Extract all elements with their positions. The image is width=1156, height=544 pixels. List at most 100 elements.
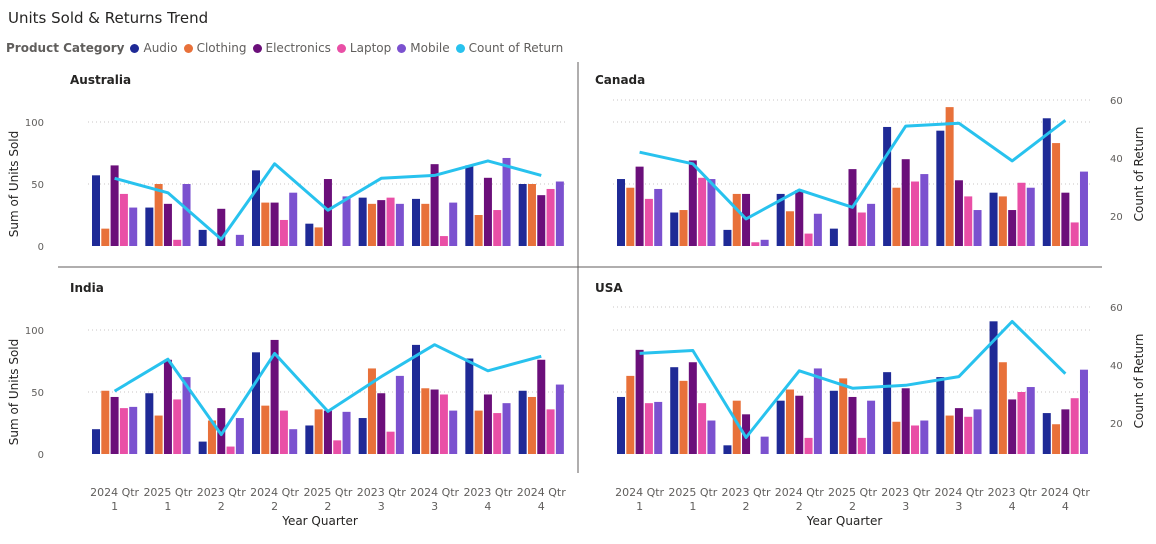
bar-mobile-8: [1027, 387, 1035, 454]
bar-laptop-2: [698, 178, 706, 246]
bar-laptop-8: [493, 413, 501, 454]
y-tick-label: 0: [38, 242, 44, 253]
bar-laptop-9: [1071, 222, 1079, 246]
bar-audio-1: [92, 429, 100, 454]
panel-usa: USA204060Count of Return2024 Qtr12025 Qt…: [595, 281, 1146, 528]
bar-clothing-6: [892, 422, 900, 454]
bar-clothing-4: [786, 211, 794, 246]
x-tick-label: 2023 Qtr: [881, 486, 930, 499]
x-tick-label-line2: 1: [111, 500, 118, 513]
bar-audio-3: [199, 230, 207, 246]
bar-clothing-9: [1052, 424, 1060, 454]
bar-audio-7: [936, 377, 944, 454]
bar-mobile-9: [556, 385, 564, 454]
bar-clothing-2: [155, 184, 163, 246]
x-tick-label-line2: 2: [796, 500, 803, 513]
bar-clothing-2: [680, 381, 688, 454]
bar-laptop-3: [227, 447, 235, 454]
x-tick-label: 2025 Qtr: [143, 486, 192, 499]
bar-audio-3: [723, 445, 731, 454]
bar-electronics-8: [1008, 210, 1016, 246]
bar-laptop-7: [964, 417, 972, 454]
x-tick-label-line2: 4: [1062, 500, 1069, 513]
x-tick-label: 2024 Qtr: [250, 486, 299, 499]
y-tick-label: 100: [25, 118, 44, 129]
bar-audio-9: [519, 184, 527, 246]
bar-mobile-9: [556, 182, 564, 246]
bar-audio-2: [145, 393, 153, 454]
bar-electronics-9: [1061, 409, 1069, 454]
x-tick-label-line2: 2: [218, 500, 225, 513]
bar-laptop-2: [173, 399, 181, 454]
bar-audio-8: [465, 165, 473, 246]
x-tick-label-line2: 2: [743, 500, 750, 513]
x-axis-title: Year Quarter: [281, 514, 358, 528]
bar-clothing-7: [421, 204, 429, 246]
x-tick-label: 2024 Qtr: [410, 486, 459, 499]
x-tick-label: 2024 Qtr: [775, 486, 824, 499]
bar-electronics-1: [111, 397, 119, 454]
bar-clothing-7: [946, 416, 954, 454]
bar-electronics-1: [636, 167, 644, 246]
bar-electronics-5: [848, 397, 856, 454]
bar-clothing-1: [101, 391, 109, 454]
y2-tick-label: 60: [1110, 96, 1123, 107]
bar-mobile-6: [920, 174, 928, 246]
panel-title: India: [70, 281, 104, 295]
bar-mobile-4: [289, 193, 297, 246]
bar-mobile-7: [449, 203, 457, 246]
bar-audio-8: [465, 359, 473, 454]
x-tick-label-line2: 4: [538, 500, 545, 513]
panel-india: India050100Sum of Units Sold2024 Qtr1202…: [7, 281, 568, 528]
panel-australia: Australia050100Sum of Units Sold: [7, 73, 568, 253]
bar-electronics-9: [1061, 193, 1069, 246]
panel-title: USA: [595, 281, 623, 295]
bar-electronics-7: [955, 408, 963, 454]
bar-electronics-5: [324, 411, 332, 454]
bar-clothing-7: [421, 388, 429, 454]
bar-mobile-7: [449, 411, 457, 454]
x-tick-label-line2: 4: [484, 500, 491, 513]
bar-electronics-6: [377, 393, 385, 454]
bar-electronics-7: [955, 180, 963, 246]
bar-clothing-7: [946, 107, 954, 246]
bar-clothing-4: [261, 203, 269, 246]
bar-mobile-4: [289, 429, 297, 454]
bar-audio-2: [145, 208, 153, 246]
bar-electronics-6: [902, 388, 910, 454]
bar-laptop-8: [1017, 392, 1025, 454]
bar-laptop-1: [645, 403, 653, 454]
bar-mobile-6: [396, 376, 404, 454]
bar-laptop-9: [547, 189, 555, 246]
bar-mobile-3: [761, 240, 769, 246]
bar-laptop-1: [645, 199, 653, 246]
x-tick-label: 2024 Qtr: [517, 486, 566, 499]
bar-electronics-8: [484, 178, 492, 246]
bar-audio-6: [883, 372, 891, 454]
bar-electronics-1: [111, 165, 119, 246]
bar-clothing-1: [626, 188, 634, 246]
bar-electronics-2: [164, 360, 172, 454]
bar-clothing-5: [315, 227, 323, 246]
bar-clothing-8: [999, 196, 1007, 246]
bar-mobile-3: [236, 235, 244, 246]
bar-laptop-4: [805, 438, 813, 454]
bar-electronics-1: [636, 350, 644, 454]
y-tick-label: 50: [31, 388, 44, 399]
bar-laptop-5: [333, 440, 341, 454]
bar-mobile-5: [867, 204, 875, 246]
bar-electronics-9: [537, 360, 545, 454]
bar-electronics-9: [537, 195, 545, 246]
bar-electronics-5: [324, 179, 332, 246]
bar-clothing-3: [733, 194, 741, 246]
x-tick-label: 2023 Qtr: [357, 486, 406, 499]
bar-audio-3: [723, 230, 731, 246]
bar-laptop-2: [698, 403, 706, 454]
bar-laptop-6: [387, 198, 395, 246]
bar-mobile-1: [654, 402, 662, 454]
bar-mobile-8: [1027, 188, 1035, 246]
bar-mobile-9: [1080, 370, 1088, 454]
bar-mobile-2: [707, 179, 715, 246]
y2-axis-title: Count of Return: [1132, 127, 1146, 222]
x-tick-label-line2: 1: [689, 500, 696, 513]
